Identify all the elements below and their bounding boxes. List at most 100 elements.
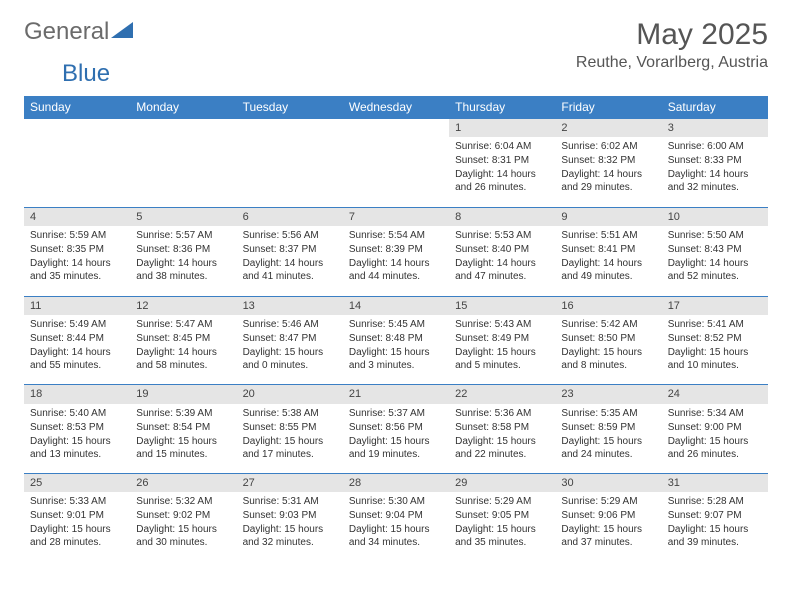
daylight-text: Daylight: 15 hours and 26 minutes. bbox=[668, 435, 762, 461]
sunrise-text: Sunrise: 5:28 AM bbox=[668, 495, 762, 508]
day-number-cell: 30 bbox=[555, 474, 661, 493]
day-info-cell: Sunrise: 5:51 AMSunset: 8:41 PMDaylight:… bbox=[555, 226, 661, 296]
sunrise-text: Sunrise: 5:56 AM bbox=[243, 229, 337, 242]
sunset-text: Sunset: 8:55 PM bbox=[243, 421, 337, 434]
sunrise-text: Sunrise: 6:00 AM bbox=[668, 140, 762, 153]
day-info-cell: Sunrise: 5:49 AMSunset: 8:44 PMDaylight:… bbox=[24, 315, 130, 385]
day-number-cell: 10 bbox=[662, 207, 768, 226]
sunset-text: Sunset: 8:31 PM bbox=[455, 154, 549, 167]
sunrise-text: Sunrise: 5:53 AM bbox=[455, 229, 549, 242]
day-info-cell: Sunrise: 5:57 AMSunset: 8:36 PMDaylight:… bbox=[130, 226, 236, 296]
day-number-cell bbox=[130, 119, 236, 138]
sunset-text: Sunset: 8:58 PM bbox=[455, 421, 549, 434]
sunrise-text: Sunrise: 5:29 AM bbox=[455, 495, 549, 508]
day-info-cell: Sunrise: 5:42 AMSunset: 8:50 PMDaylight:… bbox=[555, 315, 661, 385]
day-number-cell: 26 bbox=[130, 474, 236, 493]
day-number-cell: 24 bbox=[662, 385, 768, 404]
calendar-table: Sunday Monday Tuesday Wednesday Thursday… bbox=[24, 96, 768, 562]
day-info-cell: Sunrise: 5:41 AMSunset: 8:52 PMDaylight:… bbox=[662, 315, 768, 385]
day-info-cell: Sunrise: 5:28 AMSunset: 9:07 PMDaylight:… bbox=[662, 492, 768, 562]
daylight-text: Daylight: 14 hours and 26 minutes. bbox=[455, 168, 549, 194]
month-title: May 2025 bbox=[576, 18, 768, 52]
logo-text-general: General bbox=[24, 18, 109, 46]
sunset-text: Sunset: 8:36 PM bbox=[136, 243, 230, 256]
day-info-cell bbox=[343, 137, 449, 207]
sunrise-text: Sunrise: 5:54 AM bbox=[349, 229, 443, 242]
day-number-cell: 22 bbox=[449, 385, 555, 404]
day-info-cell: Sunrise: 5:36 AMSunset: 8:58 PMDaylight:… bbox=[449, 404, 555, 474]
sunrise-text: Sunrise: 6:04 AM bbox=[455, 140, 549, 153]
day-number-cell: 23 bbox=[555, 385, 661, 404]
day-number-cell: 13 bbox=[237, 296, 343, 315]
sunrise-text: Sunrise: 5:51 AM bbox=[561, 229, 655, 242]
day-number-cell bbox=[237, 119, 343, 138]
logo-text-blue: Blue bbox=[62, 60, 110, 87]
day-info-row: Sunrise: 5:59 AMSunset: 8:35 PMDaylight:… bbox=[24, 226, 768, 296]
sunrise-text: Sunrise: 5:59 AM bbox=[30, 229, 124, 242]
logo: General bbox=[24, 18, 135, 46]
day-number-cell: 12 bbox=[130, 296, 236, 315]
sunrise-text: Sunrise: 5:35 AM bbox=[561, 407, 655, 420]
col-header: Tuesday bbox=[237, 96, 343, 119]
sunrise-text: Sunrise: 5:47 AM bbox=[136, 318, 230, 331]
sunrise-text: Sunrise: 5:45 AM bbox=[349, 318, 443, 331]
daylight-text: Daylight: 14 hours and 49 minutes. bbox=[561, 257, 655, 283]
day-number-cell: 18 bbox=[24, 385, 130, 404]
daylight-text: Daylight: 15 hours and 19 minutes. bbox=[349, 435, 443, 461]
day-number-cell: 29 bbox=[449, 474, 555, 493]
day-info-cell: Sunrise: 5:46 AMSunset: 8:47 PMDaylight:… bbox=[237, 315, 343, 385]
day-info-cell: Sunrise: 5:33 AMSunset: 9:01 PMDaylight:… bbox=[24, 492, 130, 562]
sunset-text: Sunset: 8:43 PM bbox=[668, 243, 762, 256]
weekday-header-row: Sunday Monday Tuesday Wednesday Thursday… bbox=[24, 96, 768, 119]
daylight-text: Daylight: 15 hours and 10 minutes. bbox=[668, 346, 762, 372]
sunset-text: Sunset: 8:32 PM bbox=[561, 154, 655, 167]
day-info-cell: Sunrise: 5:30 AMSunset: 9:04 PMDaylight:… bbox=[343, 492, 449, 562]
daylight-text: Daylight: 15 hours and 37 minutes. bbox=[561, 523, 655, 549]
day-number-cell: 25 bbox=[24, 474, 130, 493]
daylight-text: Daylight: 14 hours and 52 minutes. bbox=[668, 257, 762, 283]
day-number-row: 11121314151617 bbox=[24, 296, 768, 315]
sunset-text: Sunset: 9:00 PM bbox=[668, 421, 762, 434]
col-header: Friday bbox=[555, 96, 661, 119]
sunrise-text: Sunrise: 5:31 AM bbox=[243, 495, 337, 508]
day-number-cell bbox=[343, 119, 449, 138]
daylight-text: Daylight: 15 hours and 32 minutes. bbox=[243, 523, 337, 549]
daylight-text: Daylight: 15 hours and 3 minutes. bbox=[349, 346, 443, 372]
daylight-text: Daylight: 14 hours and 44 minutes. bbox=[349, 257, 443, 283]
daylight-text: Daylight: 15 hours and 30 minutes. bbox=[136, 523, 230, 549]
sunset-text: Sunset: 8:48 PM bbox=[349, 332, 443, 345]
sunset-text: Sunset: 9:06 PM bbox=[561, 509, 655, 522]
sunset-text: Sunset: 8:45 PM bbox=[136, 332, 230, 345]
day-number-cell: 2 bbox=[555, 119, 661, 138]
sunrise-text: Sunrise: 5:50 AM bbox=[668, 229, 762, 242]
day-info-cell: Sunrise: 5:59 AMSunset: 8:35 PMDaylight:… bbox=[24, 226, 130, 296]
daylight-text: Daylight: 15 hours and 15 minutes. bbox=[136, 435, 230, 461]
day-number-row: 45678910 bbox=[24, 207, 768, 226]
day-info-cell: Sunrise: 6:00 AMSunset: 8:33 PMDaylight:… bbox=[662, 137, 768, 207]
daylight-text: Daylight: 15 hours and 22 minutes. bbox=[455, 435, 549, 461]
day-info-row: Sunrise: 5:49 AMSunset: 8:44 PMDaylight:… bbox=[24, 315, 768, 385]
day-number-cell: 4 bbox=[24, 207, 130, 226]
daylight-text: Daylight: 15 hours and 39 minutes. bbox=[668, 523, 762, 549]
day-number-cell: 27 bbox=[237, 474, 343, 493]
sunset-text: Sunset: 8:53 PM bbox=[30, 421, 124, 434]
day-number-cell: 21 bbox=[343, 385, 449, 404]
col-header: Thursday bbox=[449, 96, 555, 119]
sunrise-text: Sunrise: 5:36 AM bbox=[455, 407, 549, 420]
sunset-text: Sunset: 9:04 PM bbox=[349, 509, 443, 522]
sunrise-text: Sunrise: 5:34 AM bbox=[668, 407, 762, 420]
day-number-cell: 1 bbox=[449, 119, 555, 138]
sunrise-text: Sunrise: 5:40 AM bbox=[30, 407, 124, 420]
day-info-cell: Sunrise: 5:39 AMSunset: 8:54 PMDaylight:… bbox=[130, 404, 236, 474]
sunset-text: Sunset: 8:40 PM bbox=[455, 243, 549, 256]
col-header: Wednesday bbox=[343, 96, 449, 119]
sunset-text: Sunset: 8:37 PM bbox=[243, 243, 337, 256]
sunrise-text: Sunrise: 5:42 AM bbox=[561, 318, 655, 331]
sunset-text: Sunset: 8:52 PM bbox=[668, 332, 762, 345]
day-info-cell bbox=[130, 137, 236, 207]
sunrise-text: Sunrise: 5:57 AM bbox=[136, 229, 230, 242]
sunset-text: Sunset: 9:02 PM bbox=[136, 509, 230, 522]
day-number-cell: 9 bbox=[555, 207, 661, 226]
sunset-text: Sunset: 9:01 PM bbox=[30, 509, 124, 522]
daylight-text: Daylight: 14 hours and 55 minutes. bbox=[30, 346, 124, 372]
